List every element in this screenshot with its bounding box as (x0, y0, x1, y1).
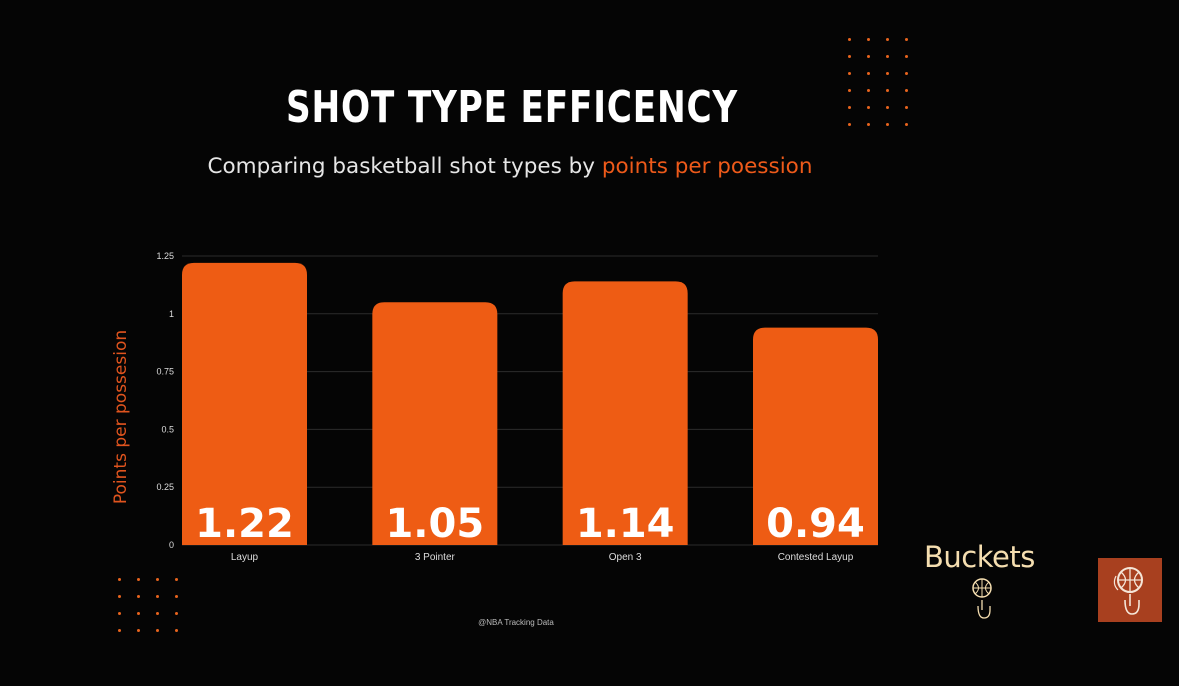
subtitle-highlight: points per poession (601, 154, 813, 179)
decorative-dot (905, 89, 908, 92)
decorative-dot (156, 578, 159, 581)
source-credit: @NBA Tracking Data (478, 618, 554, 627)
decorative-dot (118, 629, 121, 632)
decorative-dot (137, 578, 140, 581)
decorative-dot (175, 595, 178, 598)
decorative-dot (175, 612, 178, 615)
bar-contested-layup (753, 327, 878, 545)
chart-subtitle: Comparing basketball shot types by point… (0, 154, 1020, 179)
decorative-dot (156, 595, 159, 598)
data-label: 1.14 (576, 501, 675, 547)
y-tick-label: 0.5 (161, 424, 174, 434)
decorative-dot (848, 106, 851, 109)
decorative-dot (905, 123, 908, 126)
data-label: 1.05 (385, 501, 484, 547)
decorative-dot (175, 578, 178, 581)
decorative-dot (848, 123, 851, 126)
basketball-hand-logo-icon (1113, 567, 1143, 615)
bar-open-3 (562, 281, 688, 545)
decorative-dot (867, 106, 870, 109)
x-tick-label: Contested Layup (778, 552, 854, 563)
decorative-dot (848, 89, 851, 92)
bar-3-pointer (372, 302, 498, 545)
decorative-dot (156, 612, 159, 615)
decorative-dot (867, 72, 870, 75)
decorative-dot (118, 595, 121, 598)
decorative-dot (156, 629, 159, 632)
y-axis-label: Points per possesion (111, 330, 131, 504)
brand-name: Buckets (924, 540, 1035, 574)
y-tick-label: 1.25 (156, 251, 174, 261)
subtitle-prefix: Comparing basketball shot types by (207, 154, 602, 179)
decorative-dot (137, 612, 140, 615)
data-label: 1.22 (195, 501, 294, 547)
decorative-dot (118, 612, 121, 615)
decorative-dot (886, 72, 889, 75)
decorative-dot (886, 55, 889, 58)
decorative-dot (886, 106, 889, 109)
y-tick-label: 1 (169, 309, 174, 319)
x-tick-label: Layup (231, 552, 259, 563)
decorative-dot (137, 595, 140, 598)
decorative-dot (905, 55, 908, 58)
decorative-dot (137, 629, 140, 632)
decorative-dot (905, 72, 908, 75)
x-tick-label: 3 Pointer (415, 552, 456, 563)
decorative-dot (118, 578, 121, 581)
decorative-dot (848, 55, 851, 58)
decorative-dot (886, 123, 889, 126)
decorative-dot (886, 38, 889, 41)
decorative-dot (886, 89, 889, 92)
decorative-dot (848, 72, 851, 75)
decorative-dot (867, 55, 870, 58)
chart-title: SHOT TYPE EFFICENCY (285, 82, 739, 133)
decorative-dot (867, 38, 870, 41)
decorative-dot (867, 123, 870, 126)
decorative-dot (905, 106, 908, 109)
data-label: 0.94 (766, 501, 865, 547)
x-tick-label: Open 3 (609, 552, 642, 563)
decorative-dot (848, 38, 851, 41)
decorative-dot (867, 89, 870, 92)
logo-badge (1098, 558, 1162, 622)
y-tick-label: 0.25 (156, 482, 174, 492)
spinning-ball-hand-icon (972, 578, 992, 619)
y-tick-label: 0 (169, 540, 174, 550)
bar-layup (182, 262, 307, 545)
decorative-dot (175, 629, 178, 632)
y-tick-label: 0.75 (156, 367, 174, 377)
decorative-dot (905, 38, 908, 41)
